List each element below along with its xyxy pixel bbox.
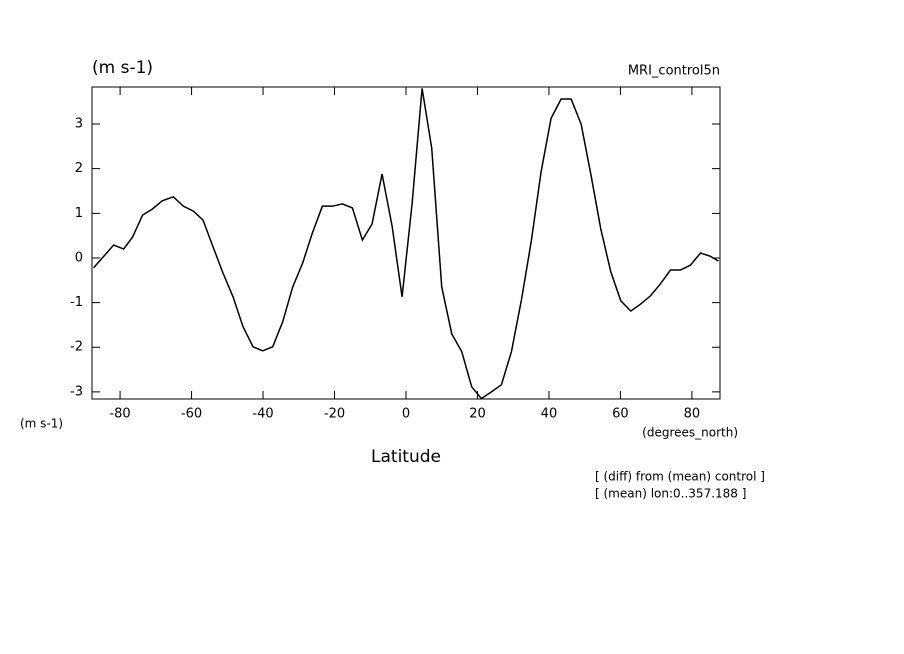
x-tick-label: 0	[402, 407, 410, 422]
x-unit-label: (degrees_north)	[642, 426, 738, 440]
y-tick-label: -1	[70, 295, 83, 310]
chart-subtitle: MRI_control5n	[628, 64, 720, 79]
annotation: [ (diff) from (mean) control ]	[595, 470, 765, 484]
chart-title: (m s-1)	[92, 58, 153, 78]
x-tick-label: 20	[469, 407, 486, 422]
y-tick-label: -3	[70, 384, 83, 399]
x-tick-label: -60	[181, 407, 202, 422]
x-tick-label: 80	[684, 407, 701, 422]
plot-frame	[91, 86, 721, 400]
y-tick-label: 3	[75, 117, 83, 132]
y-unit-label: (m s-1)	[20, 417, 63, 431]
data-line	[93, 88, 719, 400]
y-tick-label: 0	[75, 250, 83, 265]
x-tick-label: 40	[541, 407, 558, 422]
annotation: [ (mean) lon:0..357.188 ]	[595, 487, 746, 501]
x-tick-label: -40	[252, 407, 273, 422]
x-tick-label: -20	[324, 407, 345, 422]
x-tick-label: -80	[109, 407, 130, 422]
y-tick-label: 2	[75, 161, 83, 176]
y-tick-label: -2	[70, 340, 83, 355]
x-axis-label: Latitude	[371, 447, 441, 467]
y-tick-label: 1	[75, 206, 83, 221]
x-tick-label: 60	[612, 407, 629, 422]
